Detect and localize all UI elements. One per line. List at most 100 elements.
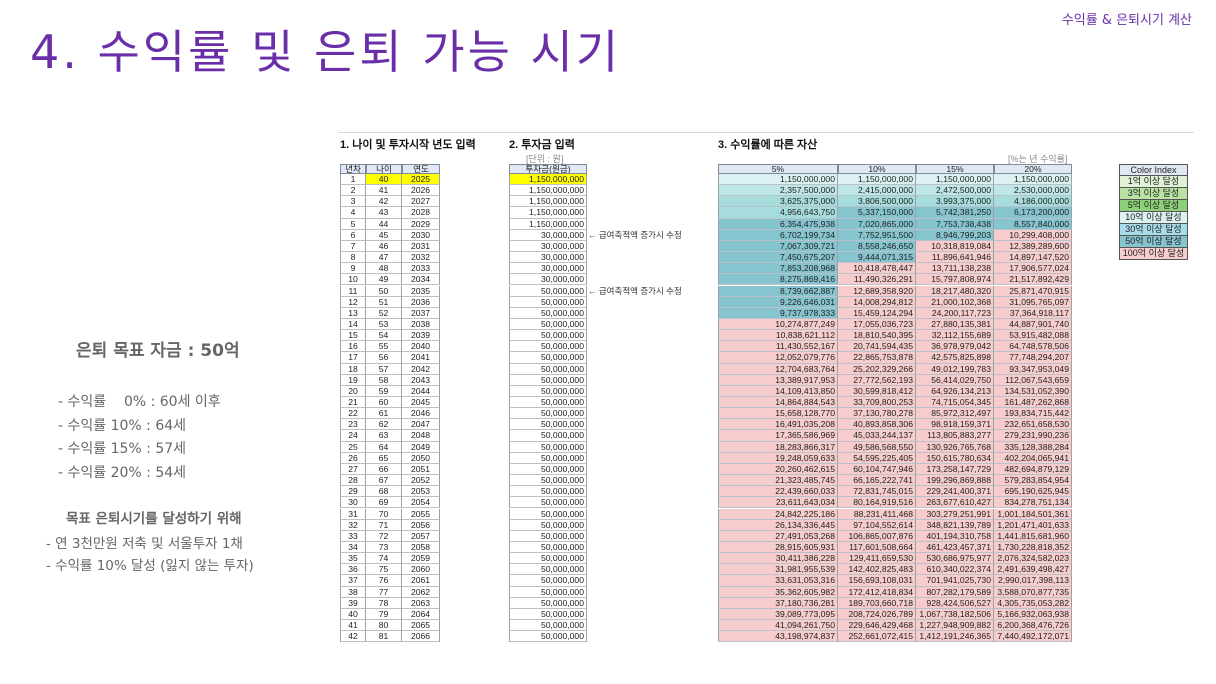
- salary-increase-note: ← 급여축적액 증가시 수정: [588, 229, 682, 240]
- plan-title: 목표 은퇴시기를 달성하기 위해: [66, 511, 242, 527]
- asset-15pct-cell: 530,686,975,977: [916, 553, 994, 565]
- asset-15pct-cell: 199,296,869,888: [916, 475, 994, 487]
- year-cell: 2061: [402, 575, 440, 587]
- year-index-cell: 41: [340, 620, 366, 632]
- principal-cell: 50,000,000: [509, 385, 587, 397]
- year-index-cell: 38: [340, 586, 366, 598]
- rate-note: [%는 년 수익률]: [1008, 154, 1068, 164]
- asset-5pct-cell: 14,864,884,543: [718, 397, 838, 409]
- asset-20pct-cell: 1,001,184,501,361: [994, 508, 1072, 520]
- principal-cell: 50,000,000: [509, 285, 587, 297]
- principal-cell: 50,000,000: [509, 608, 587, 620]
- rate-item: - 수익률 10% : 64세: [58, 417, 187, 434]
- asset-10pct-cell: 11,490,326,291: [838, 274, 916, 286]
- asset-15pct-cell: 7,753,738,438: [916, 218, 994, 230]
- column-header: 연도: [402, 164, 440, 174]
- asset-5pct-cell: 17,365,586,969: [718, 430, 838, 442]
- age-cell: 68: [366, 486, 402, 498]
- asset-15pct-cell: 5,742,381,250: [916, 207, 994, 219]
- age-cell: 52: [366, 307, 402, 319]
- asset-20pct-cell: 53,915,482,088: [994, 330, 1072, 342]
- asset-5pct-cell: 9,226,646,031: [718, 296, 838, 308]
- asset-20pct-cell: 4,186,000,000: [994, 196, 1072, 208]
- asset-5pct-cell: 33,631,053,316: [718, 575, 838, 587]
- year-cell: 2039: [402, 330, 440, 342]
- asset-10pct-cell: 37,130,780,278: [838, 408, 916, 420]
- principal-cell: 50,000,000: [509, 441, 587, 453]
- asset-15pct-cell: 701,941,025,730: [916, 575, 994, 587]
- asset-20pct-cell: 5,166,932,063,938: [994, 608, 1072, 620]
- asset-20pct-cell: 279,231,990,236: [994, 430, 1072, 442]
- year-cell: 2047: [402, 419, 440, 431]
- year-cell: 2042: [402, 363, 440, 375]
- year-cell: 2048: [402, 430, 440, 442]
- asset-15pct-cell: 1,150,000,000: [916, 174, 994, 186]
- year-index-cell: 33: [340, 530, 366, 542]
- color-index-item: 1억 이상 달성: [1119, 176, 1188, 188]
- year-cell: 2055: [402, 508, 440, 520]
- asset-20pct-cell: 402,204,065,941: [994, 452, 1072, 464]
- asset-5pct-cell: 37,180,736,281: [718, 597, 838, 609]
- asset-5pct-cell: 26,134,336,445: [718, 519, 838, 531]
- plan-item: - 연 3천만원 저축 및 서울투자 1채: [46, 536, 243, 552]
- year-index-cell: 32: [340, 519, 366, 531]
- column-header: 년차: [340, 164, 366, 174]
- year-index-cell: 18: [340, 363, 366, 375]
- principal-cell: 30,000,000: [509, 263, 587, 275]
- asset-10pct-cell: 7,020,865,000: [838, 218, 916, 230]
- year-cell: 2065: [402, 620, 440, 632]
- principal-cell: 50,000,000: [509, 575, 587, 587]
- asset-10pct-cell: 229,646,429,468: [838, 620, 916, 632]
- year-index-cell: 39: [340, 597, 366, 609]
- asset-5pct-cell: 18,283,866,317: [718, 441, 838, 453]
- asset-20pct-cell: 31,095,765,097: [994, 296, 1072, 308]
- age-cell: 76: [366, 575, 402, 587]
- color-index-legend: Color Index 1억 이상 달성 3억 이상 달성 5억 이상 달성 10억 …: [1119, 164, 1188, 260]
- year-index-cell: 31: [340, 508, 366, 520]
- asset-20pct-cell: 335,128,388,284: [994, 441, 1072, 453]
- asset-10pct-cell: 1,150,000,000: [838, 174, 916, 186]
- asset-10pct-cell: 12,689,358,920: [838, 285, 916, 297]
- year-cell: 2034: [402, 274, 440, 286]
- column-header: 10%: [838, 164, 916, 174]
- asset-10pct-cell: 9,444,071,315: [838, 252, 916, 264]
- year-cell: 2025: [402, 174, 440, 186]
- asset-10pct-cell: 54,595,225,405: [838, 452, 916, 464]
- year-index-cell: 30: [340, 497, 366, 509]
- principal-cell: 50,000,000: [509, 553, 587, 565]
- age-cell: 69: [366, 497, 402, 509]
- age-cell: 54: [366, 330, 402, 342]
- year-index-cell: 2: [340, 185, 366, 197]
- year-index-cell: 19: [340, 374, 366, 386]
- asset-15pct-cell: 21,000,102,368: [916, 296, 994, 308]
- year-cell: 2036: [402, 296, 440, 308]
- asset-10pct-cell: 117,601,508,664: [838, 541, 916, 554]
- year-cell: 2064: [402, 608, 440, 620]
- asset-10pct-cell: 22,865,753,878: [838, 352, 916, 364]
- asset-10pct-cell: 25,202,329,266: [838, 363, 916, 375]
- asset-15pct-cell: 24,200,117,723: [916, 307, 994, 319]
- asset-5pct-cell: 15,658,128,770: [718, 408, 838, 420]
- year-index-cell: 9: [340, 263, 366, 275]
- year-cell: 2066: [402, 631, 440, 643]
- year-index-cell: 21: [340, 397, 366, 409]
- age-cell: 43: [366, 207, 402, 219]
- asset-20pct-cell: 93,347,953,049: [994, 363, 1072, 375]
- age-cell: 67: [366, 475, 402, 487]
- age-cell: 40: [366, 174, 402, 186]
- year-cell: 2045: [402, 397, 440, 409]
- asset-15pct-cell: 32,112,155,689: [916, 330, 994, 342]
- year-cell: 2028: [402, 207, 440, 219]
- asset-20pct-cell: 695,190,625,945: [994, 486, 1072, 498]
- asset-20pct-cell: 21,517,892,429: [994, 274, 1072, 286]
- asset-20pct-cell: 134,531,052,390: [994, 385, 1072, 397]
- year-index-cell: 22: [340, 408, 366, 420]
- year-index-cell: 13: [340, 307, 366, 319]
- color-index-item: 10억 이상 달성: [1119, 212, 1188, 224]
- asset-5pct-cell: 9,737,978,333: [718, 307, 838, 319]
- year-index-cell: 24: [340, 430, 366, 442]
- asset-5pct-cell: 7,067,309,721: [718, 240, 838, 253]
- asset-20pct-cell: 1,201,471,401,633: [994, 519, 1072, 531]
- asset-5pct-cell: 24,842,225,186: [718, 508, 838, 520]
- age-cell: 75: [366, 564, 402, 576]
